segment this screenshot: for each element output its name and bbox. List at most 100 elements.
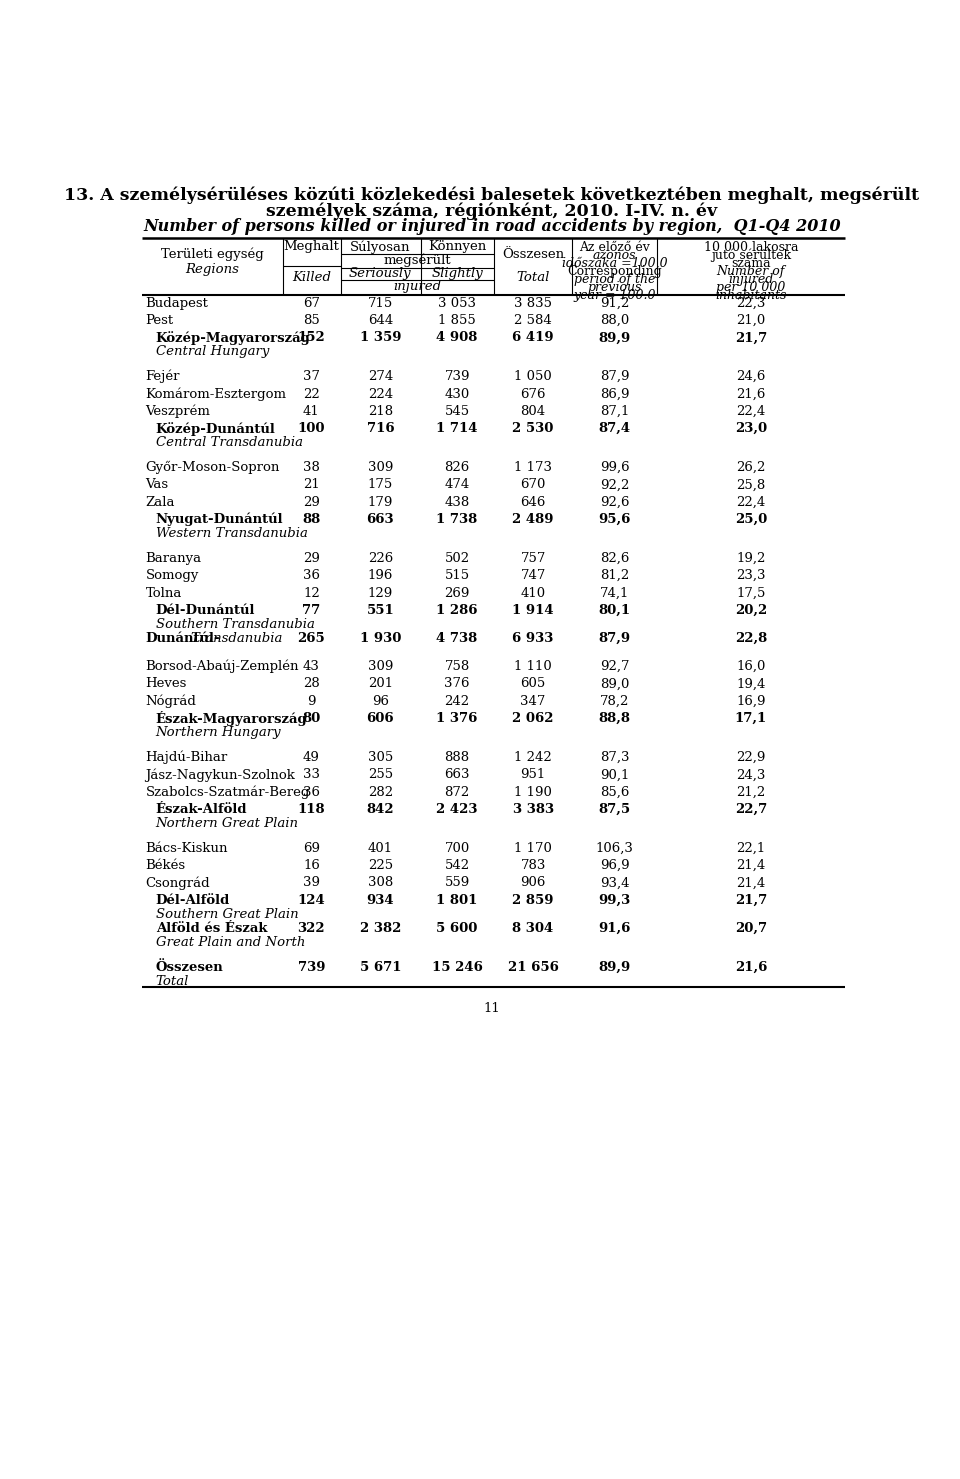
Text: 644: 644 [368,314,393,327]
Text: Vas: Vas [146,478,169,491]
Text: személyek száma, régiónként, 2010. I-IV. n. év: személyek száma, régiónként, 2010. I-IV.… [266,203,718,219]
Text: 16,9: 16,9 [736,695,766,708]
Text: Dél-Dunántúl: Dél-Dunántúl [156,603,255,617]
Text: 545: 545 [444,405,469,419]
Text: 100: 100 [298,422,325,435]
Text: 747: 747 [520,569,546,583]
Text: inhabitants: inhabitants [715,288,786,302]
Text: Regions: Regions [185,263,239,277]
Text: 804: 804 [520,405,545,419]
Text: Szabolcs-Szatmár-Bereg: Szabolcs-Szatmár-Bereg [146,785,310,799]
Text: 80: 80 [302,711,321,725]
Text: 78,2: 78,2 [600,695,629,708]
Text: 69: 69 [303,842,320,855]
Text: Hajdú-Bihar: Hajdú-Bihar [146,751,228,765]
Text: Nógrád: Nógrád [146,695,197,708]
Text: 22,1: 22,1 [736,842,765,855]
Text: Nyugat-Dunántúl: Nyugat-Dunántúl [156,513,283,527]
Text: Észak-Magyarország: Észak-Magyarország [156,711,307,726]
Text: injured: injured [394,281,442,293]
Text: 542: 542 [444,859,469,873]
Text: 21: 21 [303,478,320,491]
Text: 13. A személysérüléses közúti közlekedési balesetek következtében meghalt, megsé: 13. A személysérüléses közúti közlekedés… [64,186,920,204]
Text: 1 359: 1 359 [360,331,401,345]
Text: Borsod-Abaúj-Zemplén: Borsod-Abaúj-Zemplén [146,660,300,673]
Text: 89,0: 89,0 [600,677,629,691]
Text: 309: 309 [368,461,393,475]
Text: 5 600: 5 600 [437,921,478,935]
Text: year = 100.0: year = 100.0 [573,288,656,302]
Text: Tolna: Tolna [146,587,182,599]
Text: 22,4: 22,4 [736,495,765,509]
Text: 376: 376 [444,677,469,691]
Text: 225: 225 [368,859,393,873]
Text: 1 110: 1 110 [515,660,552,673]
Text: Transdanubia: Transdanubia [190,632,283,645]
Text: 21,0: 21,0 [736,314,765,327]
Text: 1 376: 1 376 [437,711,478,725]
Text: 43: 43 [303,660,320,673]
Text: 21,2: 21,2 [736,785,765,799]
Text: 4 738: 4 738 [437,632,478,645]
Text: Southern Transdanubia: Southern Transdanubia [156,618,315,632]
Text: 124: 124 [298,893,325,907]
Text: 6 933: 6 933 [513,632,554,645]
Text: 24,3: 24,3 [736,768,765,781]
Text: 37: 37 [303,370,320,383]
Text: 739: 739 [298,961,325,973]
Text: 80,1: 80,1 [598,603,631,617]
Text: 41: 41 [303,405,320,419]
Text: 715: 715 [368,297,393,309]
Text: Az előző év: Az előző év [579,241,650,253]
Text: 82,6: 82,6 [600,552,629,565]
Text: Pest: Pest [146,314,174,327]
Text: Területi egység: Területi egység [161,247,264,262]
Text: 322: 322 [298,921,325,935]
Text: 783: 783 [520,859,546,873]
Text: 87,1: 87,1 [600,405,629,419]
Text: 95,6: 95,6 [598,513,631,527]
Text: 502: 502 [444,552,469,565]
Text: 934: 934 [367,893,395,907]
Text: 951: 951 [520,768,545,781]
Text: 129: 129 [368,587,393,599]
Text: 152: 152 [298,331,325,345]
Text: 305: 305 [368,751,393,765]
Text: 282: 282 [368,785,393,799]
Text: previous: previous [588,281,641,294]
Text: 90,1: 90,1 [600,768,629,781]
Text: Közép-Magyarország: Közép-Magyarország [156,331,310,345]
Text: Összesen: Összesen [156,961,224,973]
Text: 179: 179 [368,495,393,509]
Text: 23,3: 23,3 [736,569,766,583]
Text: Killed: Killed [292,271,331,284]
Text: 17,5: 17,5 [736,587,765,599]
Text: Central Hungary: Central Hungary [156,346,269,358]
Text: 85,6: 85,6 [600,785,629,799]
Text: 22,7: 22,7 [734,803,767,816]
Text: Total: Total [156,975,189,988]
Text: 29: 29 [303,552,320,565]
Text: 92,7: 92,7 [600,660,629,673]
Text: 81,2: 81,2 [600,569,629,583]
Text: Zala: Zala [146,495,175,509]
Text: Békés: Békés [146,859,185,873]
Text: 96: 96 [372,695,389,708]
Text: 401: 401 [368,842,393,855]
Text: Észak-Alföld: Észak-Alföld [156,803,247,816]
Text: 1 801: 1 801 [437,893,478,907]
Text: 430: 430 [444,387,469,401]
Text: 757: 757 [520,552,546,565]
Text: 106,3: 106,3 [595,842,634,855]
Text: 8 304: 8 304 [513,921,554,935]
Text: 1 286: 1 286 [437,603,478,617]
Text: 2 382: 2 382 [360,921,401,935]
Text: Jász-Nagykun-Szolnok: Jász-Nagykun-Szolnok [146,768,296,781]
Text: 24,6: 24,6 [736,370,765,383]
Text: 670: 670 [520,478,546,491]
Text: 88: 88 [302,513,321,527]
Text: 663: 663 [444,768,469,781]
Text: 6 419: 6 419 [513,331,554,345]
Text: 26,2: 26,2 [736,461,765,475]
Text: 91,2: 91,2 [600,297,629,309]
